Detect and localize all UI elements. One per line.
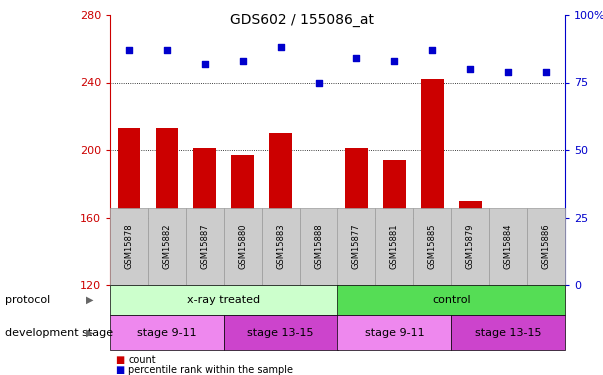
Bar (497, 255, 520, 285)
Point (276, 44, 285, 50)
Text: percentile rank within the sample: percentile rank within the sample (128, 365, 293, 375)
Text: stage 13-15: stage 13-15 (475, 327, 541, 338)
Text: stage 9-11: stage 9-11 (137, 327, 197, 338)
Point (541, 69, 551, 75)
Text: GSM15878: GSM15878 (124, 224, 133, 269)
Bar (232, 155, 254, 285)
Text: GSM15885: GSM15885 (428, 224, 437, 269)
Text: stage 13-15: stage 13-15 (247, 327, 314, 338)
Bar (118, 128, 140, 285)
Point (238, 58, 248, 64)
Text: GSM15888: GSM15888 (314, 224, 323, 269)
Text: GDS602 / 155086_at: GDS602 / 155086_at (230, 13, 373, 27)
Text: GSM15881: GSM15881 (390, 224, 399, 269)
Bar (459, 201, 482, 285)
Text: GSM15887: GSM15887 (200, 224, 209, 269)
Text: GSM15879: GSM15879 (466, 224, 475, 269)
Point (352, 55, 361, 61)
Bar (345, 148, 368, 285)
Text: protocol: protocol (5, 295, 50, 305)
Text: ■: ■ (115, 355, 124, 365)
Point (428, 47, 437, 53)
Text: ▶: ▶ (86, 327, 93, 338)
Point (466, 66, 475, 72)
Bar (383, 160, 406, 285)
Bar (270, 133, 292, 285)
Point (390, 58, 399, 64)
Text: stage 9-11: stage 9-11 (365, 327, 424, 338)
Bar (421, 79, 444, 285)
Text: ▶: ▶ (86, 295, 93, 305)
Text: GSM15883: GSM15883 (276, 224, 285, 269)
Text: GSM15877: GSM15877 (352, 224, 361, 269)
Text: x-ray treated: x-ray treated (187, 295, 260, 305)
Text: count: count (128, 355, 156, 365)
Point (504, 69, 513, 75)
Text: GSM15880: GSM15880 (238, 224, 247, 269)
Point (162, 47, 172, 53)
Text: GSM15886: GSM15886 (541, 224, 551, 269)
Text: ■: ■ (115, 365, 124, 375)
Text: control: control (432, 295, 470, 305)
Bar (307, 284, 330, 285)
Text: development stage: development stage (5, 327, 113, 338)
Bar (194, 148, 216, 285)
Point (124, 47, 134, 53)
Text: GSM15882: GSM15882 (162, 224, 171, 269)
Text: GSM15884: GSM15884 (504, 224, 513, 269)
Bar (535, 260, 557, 285)
Point (200, 61, 210, 67)
Bar (156, 128, 178, 285)
Point (314, 80, 323, 86)
